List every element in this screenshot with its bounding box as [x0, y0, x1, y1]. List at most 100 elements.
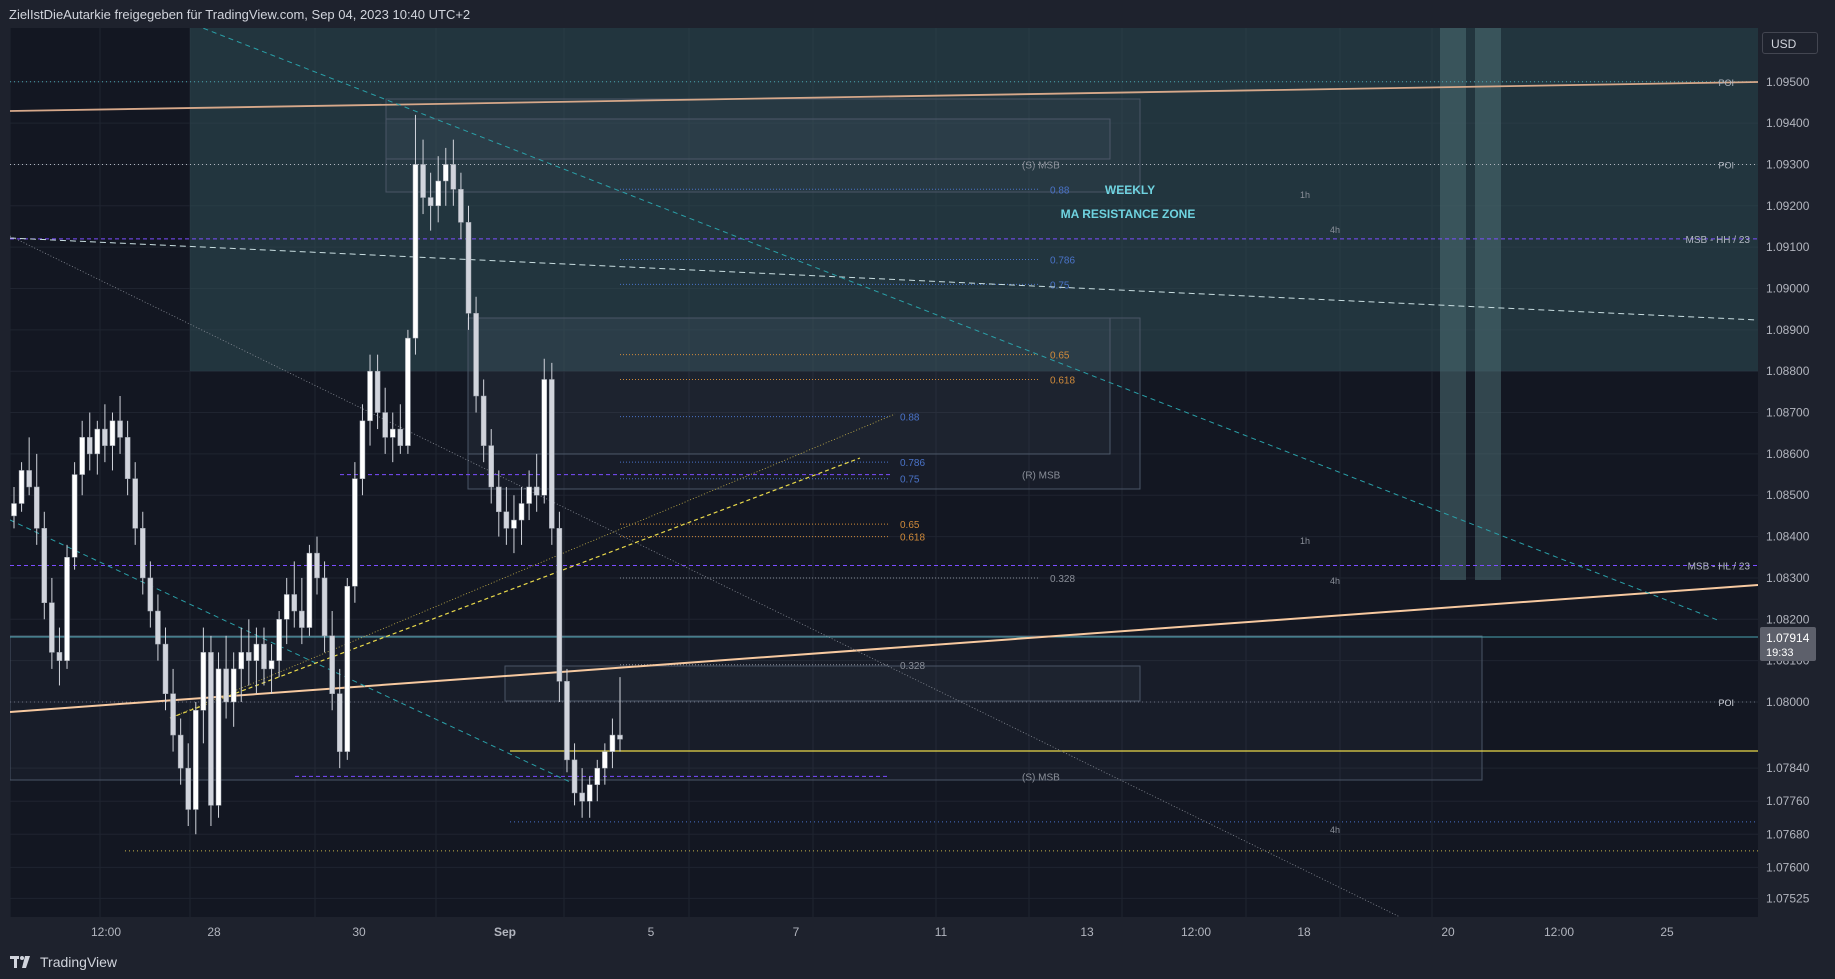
fib-lower-label-3: 0.65	[900, 520, 920, 531]
candle-body-71	[549, 379, 555, 529]
candle-body-73	[564, 681, 570, 761]
vertical-zone-2	[1475, 28, 1501, 580]
annotation-label-3: MSB - HL / 23	[1688, 562, 1751, 573]
candle-body-40	[314, 552, 320, 579]
candle-body-32	[253, 643, 260, 661]
candle-body-68	[526, 486, 532, 504]
annotation-label-8: 1h	[1300, 190, 1310, 200]
candle-body-64	[496, 486, 502, 513]
candle-body-12	[102, 428, 108, 446]
price-axis-scale: 1.09500 1.09400 1.09300 1.09200 1.09100 1.090…	[1760, 75, 1816, 905]
candle-body-27	[215, 668, 222, 806]
fib-upper-label-5: 0.328	[1050, 574, 1075, 585]
candle-body-8	[71, 474, 78, 558]
candle-body-70	[541, 379, 547, 496]
candle-body-38	[299, 610, 305, 628]
candle-body-3	[33, 486, 40, 529]
fib-upper-label-0: 0.88	[1050, 185, 1070, 196]
candle-body-63	[488, 445, 494, 488]
vertical-zone-1	[1440, 28, 1466, 580]
price-tick-7: 1.08800	[1766, 364, 1810, 378]
trendline-yellow-dashed	[169, 457, 861, 719]
fib-lower-label-1: 0.786	[900, 458, 925, 469]
price-tick-0: 1.09500	[1766, 75, 1810, 89]
time-tick-12: 25	[1660, 925, 1674, 939]
price-tick-20: 1.07525	[1766, 891, 1810, 905]
time-tick-3: Sep	[494, 925, 516, 939]
candle-body-59	[458, 189, 464, 223]
current-price-badge	[1760, 627, 1816, 661]
trendline-support	[9, 584, 1759, 713]
time-tick-8: 12:00	[1181, 925, 1211, 939]
annotation-label-4: POI	[1718, 698, 1734, 708]
price-tick-6: 1.08900	[1766, 323, 1810, 337]
time-tick-7: 13	[1080, 925, 1094, 939]
price-tick-4: 1.09100	[1766, 240, 1810, 254]
candle-body-0	[11, 503, 17, 517]
candle-body-75	[579, 792, 585, 802]
price-chart[interactable]: 0.88 0.786 0.75 0.65 0.618 0.328 0.88 0.786 0.75…	[9, 24, 1759, 918]
candle-body-30	[238, 652, 244, 670]
annotation-label-10: 1h	[1300, 536, 1310, 546]
current-price-value: 1.07914	[1766, 631, 1810, 645]
annotation-label-2: MSB - HH / 23	[1686, 235, 1751, 246]
annotation-label-5: (S) MSB	[1022, 160, 1060, 171]
chart-header: ZielIstDieAutarkie freigegeben für Tradi…	[0, 0, 1835, 28]
candle-body-41	[321, 577, 328, 637]
candle-body-54	[420, 164, 426, 198]
candle-body-7	[64, 557, 70, 661]
fib-lower-label-0: 0.88	[900, 413, 920, 424]
chart-area[interactable]: 0.88 0.786 0.75 0.65 0.618 0.328 0.88 0.786 0.75…	[9, 24, 1759, 918]
candle-body-11	[94, 428, 101, 455]
candle-body-66	[511, 519, 517, 529]
candle-body-48	[374, 370, 381, 413]
candle-body-69	[533, 486, 540, 496]
price-tick-5: 1.09000	[1766, 281, 1810, 295]
fib-lower-label-5: 0.328	[900, 661, 925, 672]
ob-box-1h-upper	[385, 118, 1111, 160]
price-tick-8: 1.08700	[1766, 406, 1810, 420]
price-tick-18: 1.07680	[1766, 827, 1810, 841]
currency-label: USD	[1771, 37, 1797, 51]
annotation-label-12: 4h	[1330, 825, 1340, 835]
annotation-label-1: POI	[1718, 160, 1734, 170]
candle-body-17	[140, 528, 146, 579]
candle-body-61	[473, 313, 479, 397]
time-tick-5: 7	[793, 925, 800, 939]
brand-name: TradingView	[40, 954, 118, 970]
tradingview-logo-icon	[10, 954, 34, 970]
ob-box-4h-upper	[385, 98, 1141, 193]
time-tick-6: 11	[935, 925, 948, 939]
candle-body-1	[18, 470, 25, 504]
trendline-teal-1	[194, 24, 1721, 622]
time-axis-scale: 12:00 28 30 Sep 5 7 11 13 12:00 18 20 12:00 25	[91, 925, 1674, 939]
candle-body-76	[586, 784, 593, 802]
trendline-teal-2	[9, 519, 571, 783]
candle-body-45	[352, 478, 358, 587]
price-axis[interactable]: 1.09500 1.09400 1.09300 1.09200 1.09100 1.090…	[1758, 28, 1835, 917]
current-price-countdown: 19:33	[1766, 647, 1794, 659]
zone-label-line1: WEEKLY	[1105, 183, 1155, 197]
time-axis[interactable]: 12:00 28 30 Sep 5 7 11 13 12:00 18 20 12:00 25	[10, 917, 1758, 947]
candle-body-19	[155, 610, 161, 645]
price-tick-17: 1.07760	[1766, 794, 1810, 808]
currency-button[interactable]: USD	[1762, 32, 1818, 54]
candle-body-29	[230, 668, 237, 703]
time-tick-4: 5	[648, 925, 655, 939]
candle-body-34	[268, 660, 275, 670]
candle-body-31	[246, 652, 252, 661]
candle-body-22	[177, 734, 184, 769]
candle-body-42	[329, 635, 335, 694]
candle-body-20	[162, 643, 169, 694]
candle-body-9	[79, 437, 85, 475]
candle-body-56	[435, 180, 441, 207]
tradingview-brand[interactable]: TradingView	[10, 954, 117, 970]
candle-body-26	[208, 652, 214, 806]
candle-body-50	[390, 428, 396, 438]
price-tick-3: 1.09200	[1766, 199, 1810, 213]
annotation-label-6: (R) MSB	[1022, 471, 1061, 482]
price-tick-12: 1.08300	[1766, 571, 1810, 585]
annotation-label-11: 4h	[1330, 576, 1340, 586]
candle-body-23	[185, 767, 191, 810]
candle-body-28	[223, 668, 229, 703]
